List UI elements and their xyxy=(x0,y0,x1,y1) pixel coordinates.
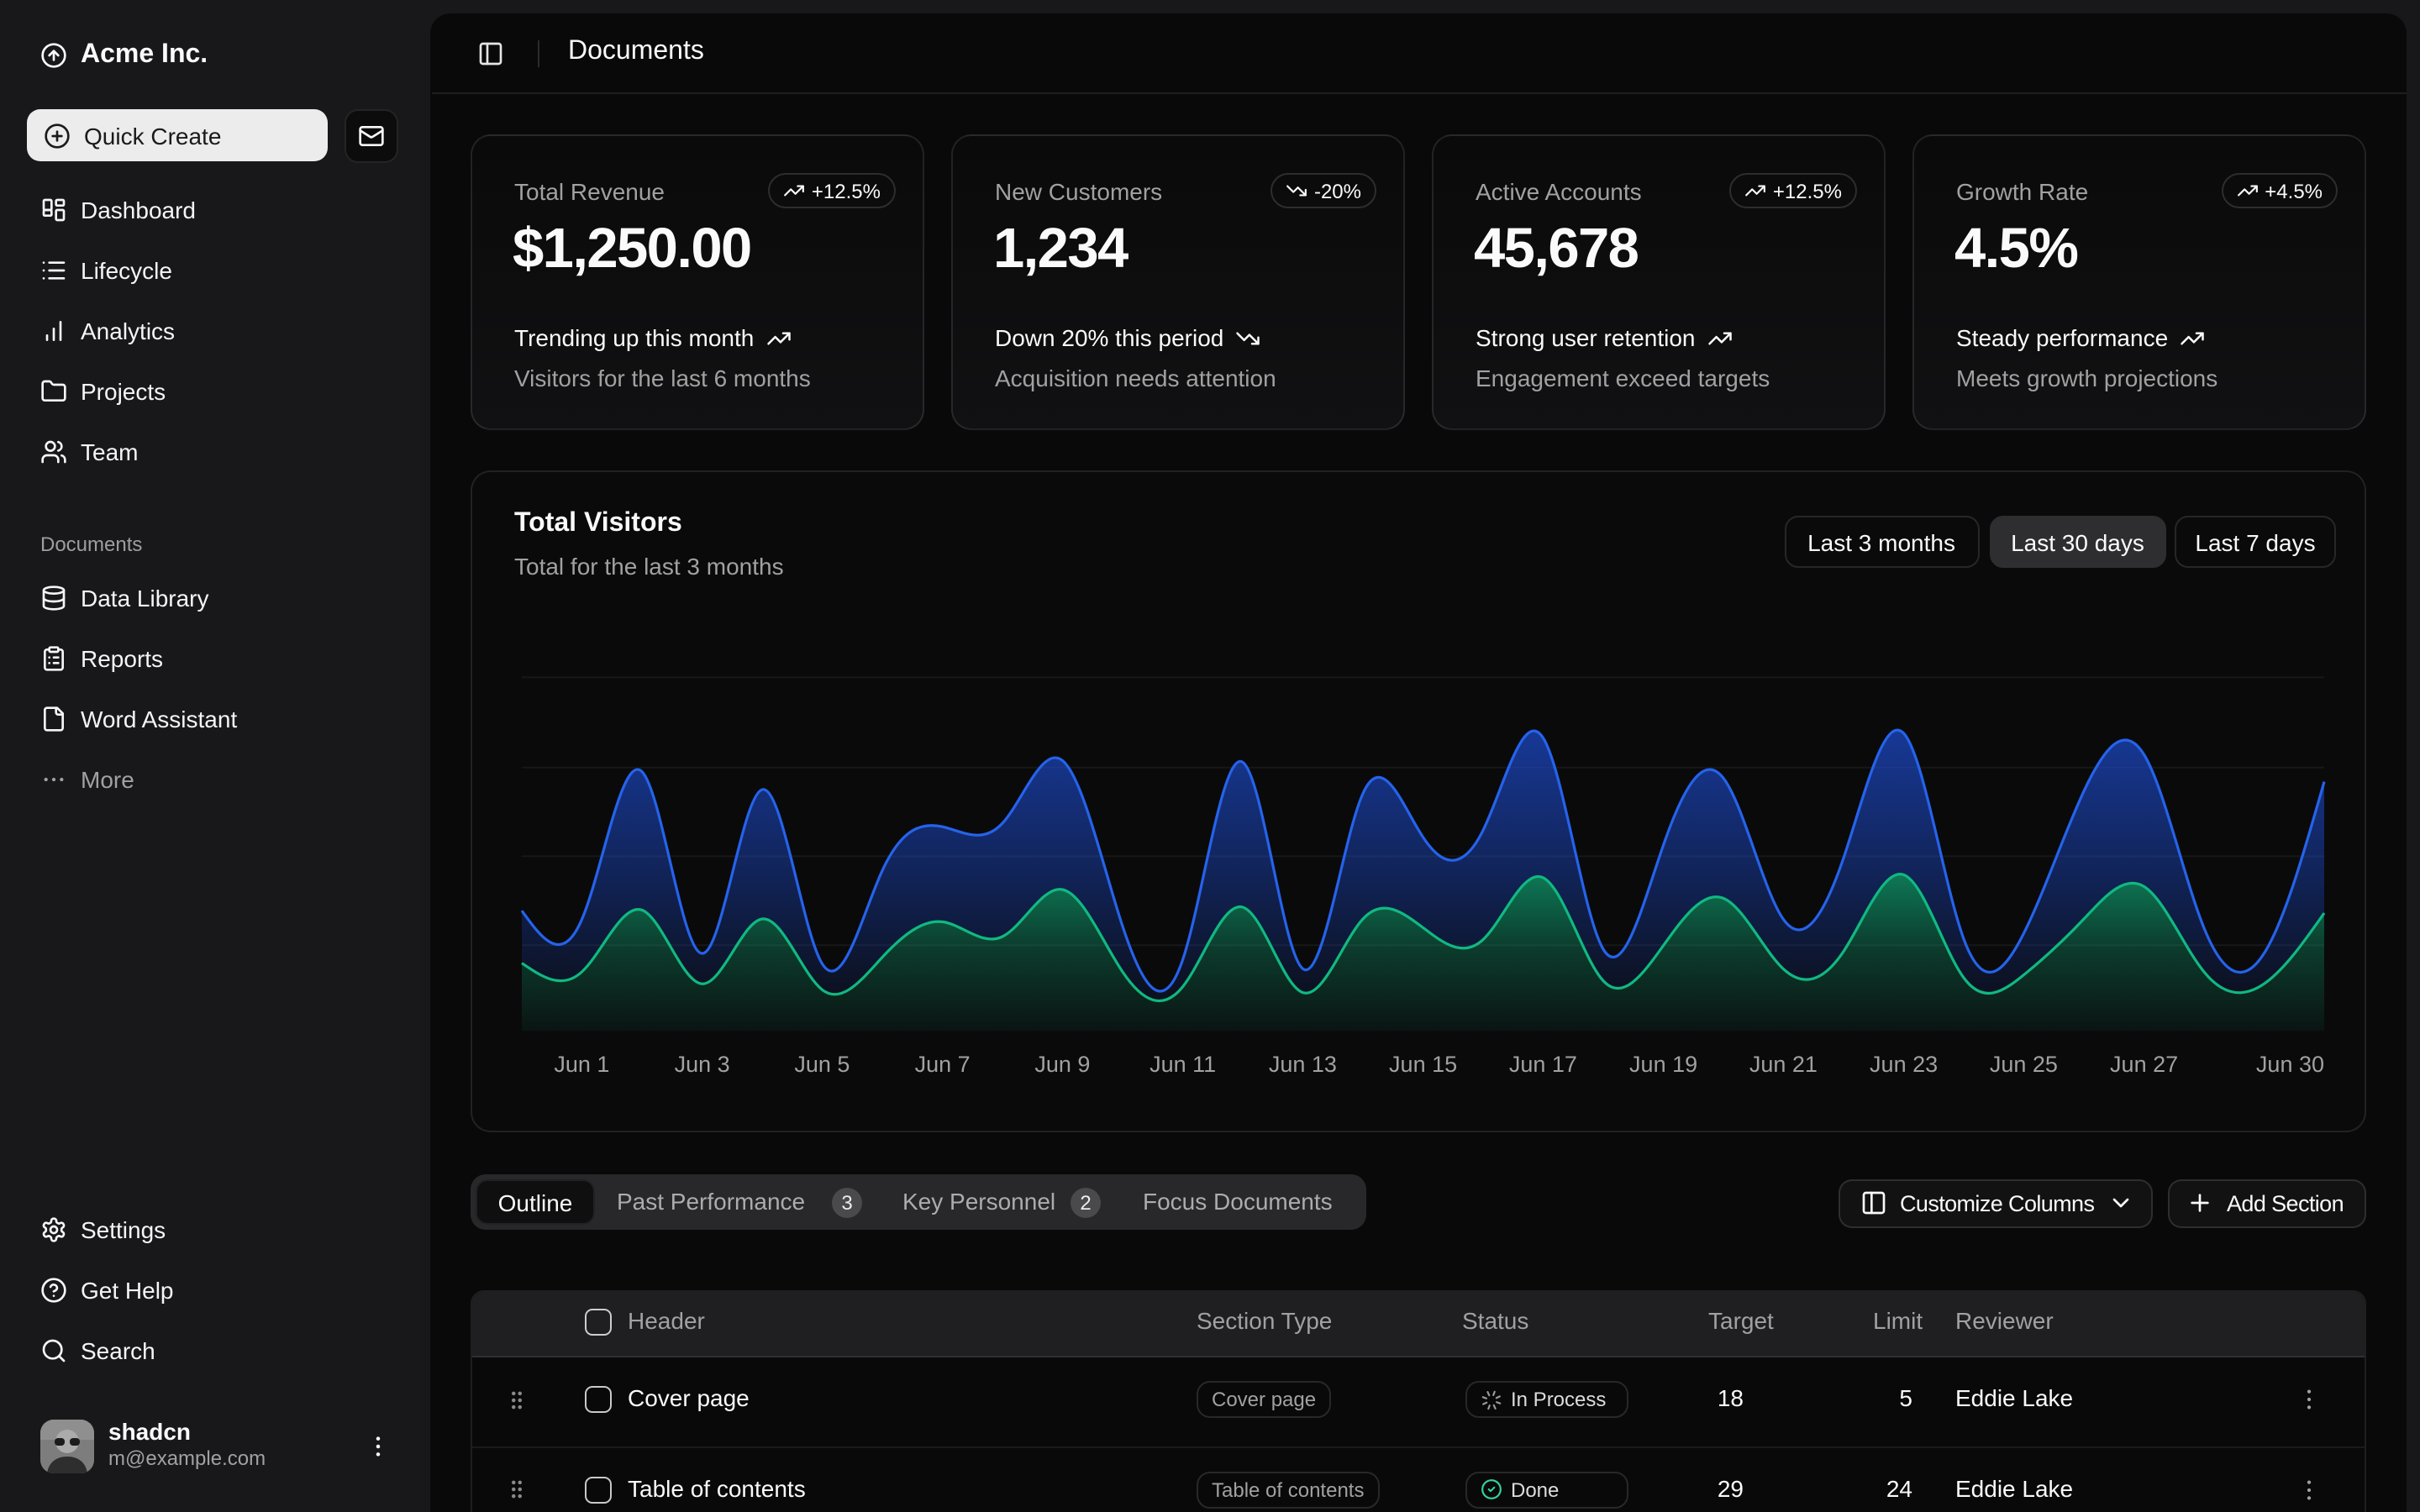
svg-text:Jun 15: Jun 15 xyxy=(1389,1052,1457,1077)
svg-text:Jun 27: Jun 27 xyxy=(2110,1052,2178,1077)
svg-text:Jun 30: Jun 30 xyxy=(2256,1052,2324,1077)
svg-text:Jun 7: Jun 7 xyxy=(915,1052,971,1077)
svg-text:Jun 3: Jun 3 xyxy=(675,1052,730,1077)
svg-text:Jun 17: Jun 17 xyxy=(1509,1052,1577,1077)
svg-text:Jun 19: Jun 19 xyxy=(1629,1052,1697,1077)
svg-text:Jun 11: Jun 11 xyxy=(1150,1052,1216,1077)
svg-text:Jun 23: Jun 23 xyxy=(1870,1052,1938,1077)
svg-text:Jun 21: Jun 21 xyxy=(1749,1052,1818,1077)
svg-text:Jun 1: Jun 1 xyxy=(554,1052,609,1077)
svg-text:Jun 5: Jun 5 xyxy=(794,1052,850,1077)
svg-text:Jun 9: Jun 9 xyxy=(1034,1052,1090,1077)
svg-text:Jun 25: Jun 25 xyxy=(1990,1052,2058,1077)
svg-text:Jun 13: Jun 13 xyxy=(1269,1052,1337,1077)
